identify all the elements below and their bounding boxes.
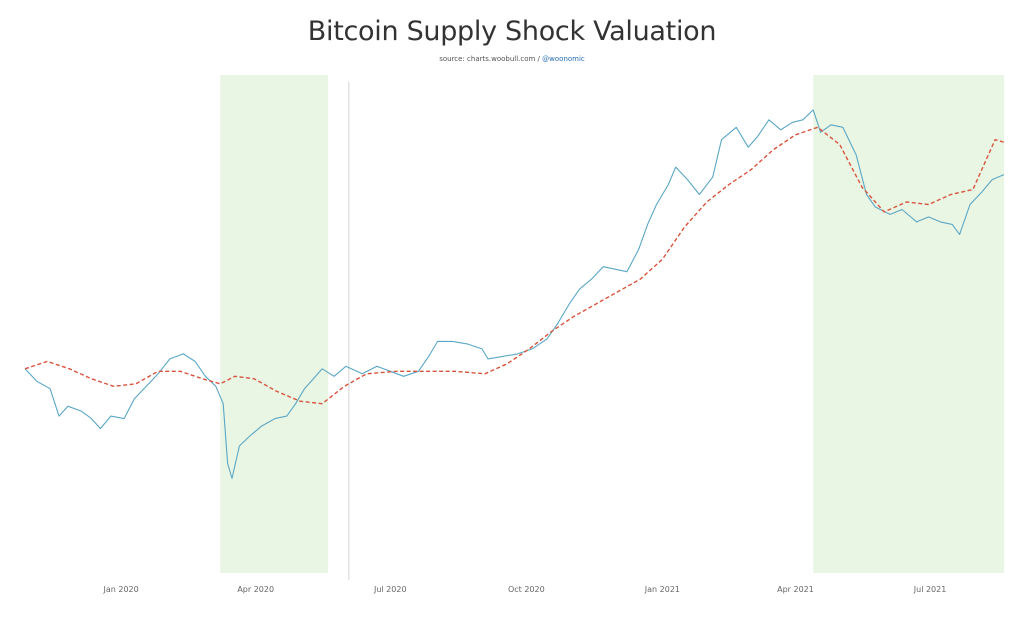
series-line-2 xyxy=(24,126,1005,405)
chart-source: source: charts.woobull.com / @woonomic xyxy=(0,55,1024,63)
series-line-1 xyxy=(24,109,1005,479)
source-prefix: source: charts.woobull.com / xyxy=(439,55,543,63)
shaded-regions xyxy=(220,75,1004,573)
series-lines xyxy=(24,109,1005,479)
x-tick-label-6: Apr 2021 xyxy=(777,585,814,594)
x-tick-label-2: Apr 2020 xyxy=(237,585,274,594)
source-handle-link[interactable]: @woonomic xyxy=(542,55,585,63)
chart-title: Bitcoin Supply Shock Valuation xyxy=(307,16,717,47)
shaded-region-1 xyxy=(220,75,329,573)
x-tick-label-3: Jul 2020 xyxy=(373,585,407,594)
x-axis-ticks: Jan 2020 Apr 2020 Jul 2020 Oct 2020 Jan 2021… xyxy=(103,585,947,594)
shaded-region-2 xyxy=(813,75,1004,573)
x-tick-label-5: Jan 2021 xyxy=(644,585,680,594)
x-tick-label-1: Jan 2020 xyxy=(103,585,139,594)
x-tick-label-7: Jul 2021 xyxy=(913,585,947,594)
x-tick-label-4: Oct 2020 xyxy=(508,585,545,594)
